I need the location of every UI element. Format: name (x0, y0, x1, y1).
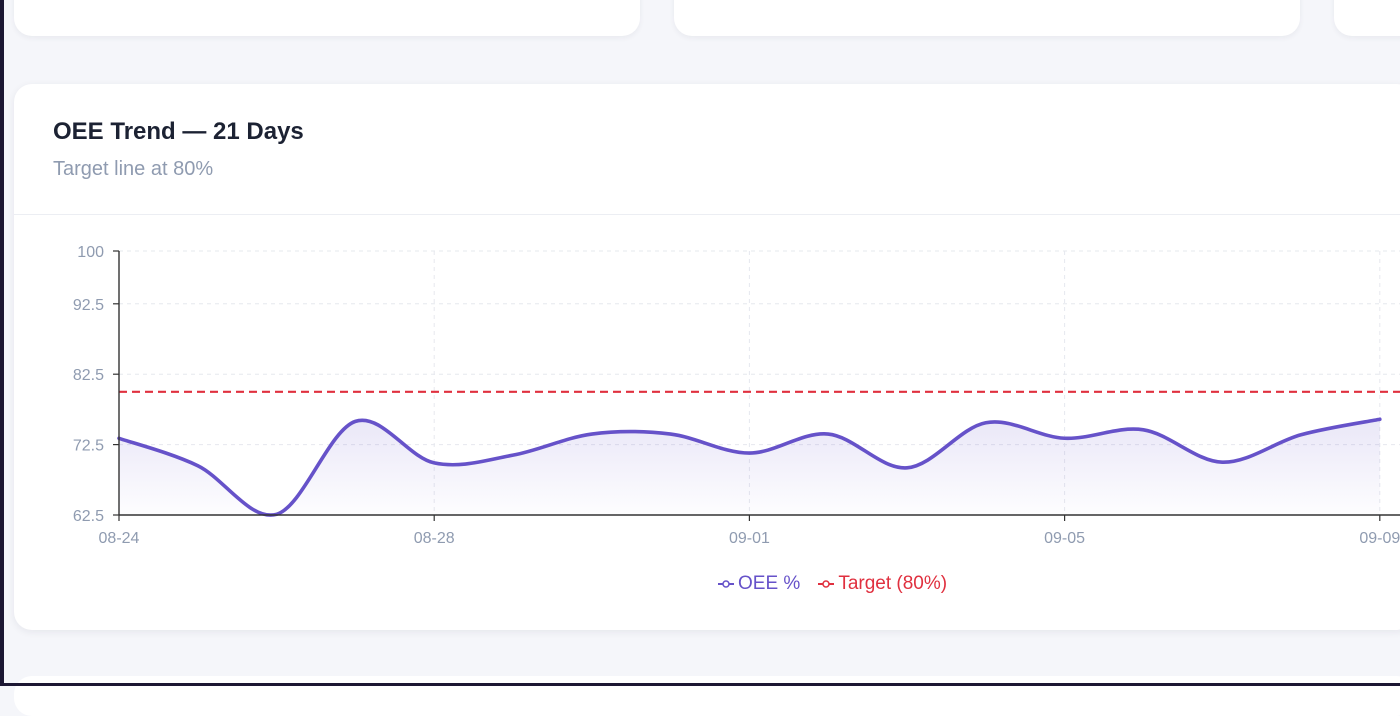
oee-line-chart: 62.5 72.5 82.5 92.5 100 08-24 08-28 09-01 09-05 0… (73, 244, 1400, 547)
series-lines (117, 390, 1400, 517)
card-title: OEE Trend — 21 Days (53, 118, 304, 145)
x-tick-label: 08-24 (99, 530, 140, 547)
legend-target-marker-icon (818, 580, 835, 588)
legend-label-target: Target (80%) (838, 573, 948, 594)
legend-label-oee: OEE % (738, 573, 801, 594)
y-tick-label: 82.5 (73, 367, 104, 384)
next-card (14, 676, 1400, 716)
window-frame-left (0, 0, 4, 686)
summary-card (674, 0, 1300, 36)
window-frame-bottom (0, 683, 1400, 686)
legend-oee-marker-icon (718, 580, 734, 588)
x-tick-label: 09-05 (1044, 530, 1085, 547)
grid-lines (119, 250, 1400, 515)
x-tick-label: 09-09 (1359, 530, 1400, 547)
summary-card (14, 0, 640, 36)
y-tick-label: 92.5 (73, 297, 104, 314)
x-tick-label: 09-01 (729, 530, 770, 547)
legend-item-target[interactable]: Target (80%) (818, 573, 947, 595)
card-subtitle: Target line at 80% (53, 158, 214, 180)
legend-item-oee[interactable]: OEE % (718, 573, 800, 595)
y-tick-label: 72.5 (73, 438, 104, 455)
oee-area (119, 419, 1380, 516)
axes: 62.5 72.5 82.5 92.5 100 08-24 08-28 09-01 09-05 0… (73, 244, 1400, 547)
chart-legend: OEE % Target (80%) (718, 573, 947, 595)
summary-card (1334, 0, 1400, 36)
card-header: OEE Trend — 21 Days Target line at 80% (14, 84, 1400, 215)
x-tick-label: 08-28 (414, 530, 455, 547)
oee-area-fill (119, 419, 1380, 516)
oee-trend-card: OEE Trend — 21 Days Target line at 80% 6… (14, 84, 1400, 630)
oee-line (117, 417, 1382, 517)
y-tick-label: 62.5 (73, 508, 104, 525)
y-tick-label: 100 (77, 244, 104, 261)
